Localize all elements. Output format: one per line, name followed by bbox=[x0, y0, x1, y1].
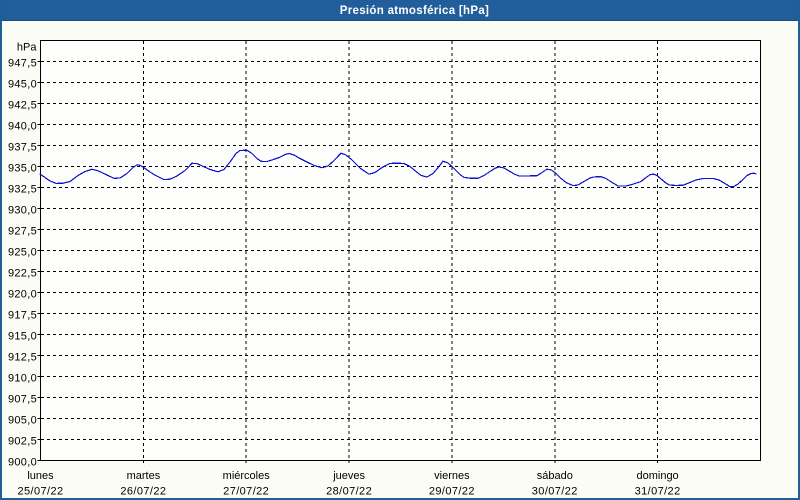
svg-text:942,5: 942,5 bbox=[8, 100, 37, 112]
svg-text:miércoles: miércoles bbox=[223, 470, 271, 482]
svg-text:907,5: 907,5 bbox=[8, 394, 37, 406]
svg-text:902,5: 902,5 bbox=[8, 436, 37, 448]
svg-text:937,5: 937,5 bbox=[8, 142, 37, 154]
svg-text:917,5: 917,5 bbox=[8, 310, 37, 322]
svg-text:31/07/22: 31/07/22 bbox=[635, 486, 681, 498]
svg-text:940,0: 940,0 bbox=[8, 121, 37, 133]
svg-text:947,5: 947,5 bbox=[8, 58, 37, 70]
svg-text:925,0: 925,0 bbox=[8, 247, 37, 259]
svg-text:sábado: sábado bbox=[537, 470, 573, 482]
svg-text:Presión atmosférica [hPa]: Presión atmosférica [hPa] bbox=[340, 5, 489, 17]
svg-text:922,5: 922,5 bbox=[8, 268, 37, 280]
svg-text:viernes: viernes bbox=[434, 470, 470, 482]
svg-text:945,0: 945,0 bbox=[8, 79, 37, 91]
svg-text:30/07/22: 30/07/22 bbox=[532, 486, 578, 498]
svg-text:935,0: 935,0 bbox=[8, 163, 37, 175]
svg-text:930,0: 930,0 bbox=[8, 205, 37, 217]
svg-text:25/07/22: 25/07/22 bbox=[17, 486, 63, 498]
svg-text:domingo: domingo bbox=[636, 470, 678, 482]
svg-text:900,0: 900,0 bbox=[8, 457, 37, 469]
svg-text:910,0: 910,0 bbox=[8, 373, 37, 385]
svg-text:martes: martes bbox=[127, 470, 161, 482]
svg-text:hPa: hPa bbox=[17, 42, 37, 54]
svg-text:lunes: lunes bbox=[27, 470, 54, 482]
svg-text:905,0: 905,0 bbox=[8, 415, 37, 427]
svg-text:29/07/22: 29/07/22 bbox=[429, 486, 475, 498]
svg-text:27/07/22: 27/07/22 bbox=[223, 486, 269, 498]
svg-text:927,5: 927,5 bbox=[8, 226, 37, 238]
svg-text:915,0: 915,0 bbox=[8, 331, 37, 343]
svg-text:932,5: 932,5 bbox=[8, 184, 37, 196]
svg-text:28/07/22: 28/07/22 bbox=[326, 486, 372, 498]
svg-text:26/07/22: 26/07/22 bbox=[120, 486, 166, 498]
svg-text:jueves: jueves bbox=[332, 470, 365, 482]
svg-text:912,5: 912,5 bbox=[8, 352, 37, 364]
svg-text:920,0: 920,0 bbox=[8, 289, 37, 301]
